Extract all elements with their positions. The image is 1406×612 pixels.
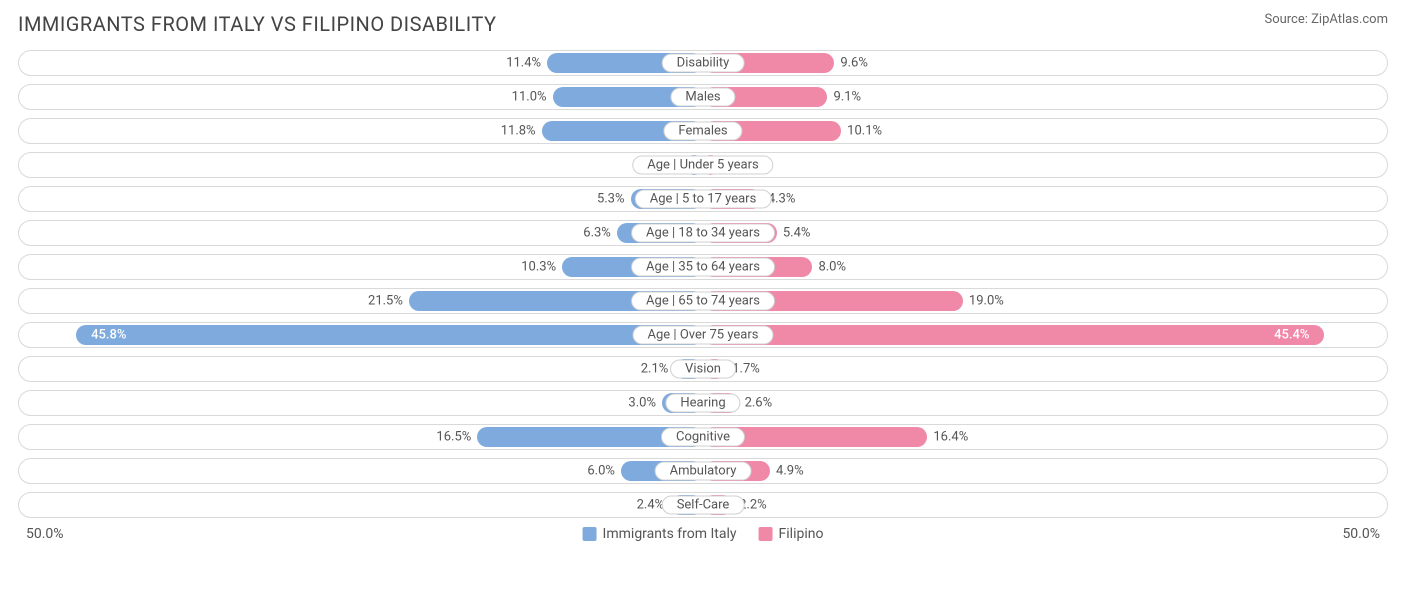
- chart-row: 21.5% 19.0% Age | 65 to 74 years: [18, 288, 1388, 314]
- chart-row: 6.3% 5.4% Age | 18 to 34 years: [18, 220, 1388, 246]
- value-italy: 21.5%: [368, 294, 403, 309]
- chart-row: 45.8% 45.4% Age | Over 75 years: [18, 322, 1388, 348]
- category-label: Cognitive: [661, 428, 745, 447]
- chart-row: 11.0% 9.1% Males: [18, 84, 1388, 110]
- value-filipino: 2.6%: [745, 396, 773, 411]
- value-filipino: 1.7%: [732, 362, 760, 377]
- chart-area: 11.4% 9.6% Disability 11.0% 9.1% Males 11.8% 10…: [0, 42, 1406, 518]
- category-label: Age | Under 5 years: [632, 156, 773, 175]
- value-filipino: 19.0%: [969, 294, 1004, 309]
- legend: Immigrants from Italy Filipino: [583, 526, 824, 542]
- value-italy: 6.0%: [587, 464, 615, 479]
- category-label: Ambulatory: [655, 462, 752, 481]
- chart-row: 2.4%2.2%Self-Care: [18, 492, 1388, 518]
- axis-max-left: 50.0%: [26, 526, 64, 542]
- chart-row: 3.0% 2.6% Hearing: [18, 390, 1388, 416]
- value-italy: 10.3%: [521, 260, 556, 275]
- category-label: Age | 5 to 17 years: [635, 190, 772, 209]
- category-label: Disability: [662, 54, 745, 73]
- chart-row: 10.3% 8.0% Age | 35 to 64 years: [18, 254, 1388, 280]
- value-italy: 11.4%: [506, 56, 541, 71]
- category-label: Age | Over 75 years: [633, 326, 774, 345]
- legend-label-italy: Immigrants from Italy: [603, 526, 737, 542]
- category-label: Self-Care: [662, 496, 745, 515]
- value-italy: 5.3%: [597, 192, 625, 207]
- legend-label-filipino: Filipino: [779, 526, 824, 542]
- value-italy: 3.0%: [628, 396, 656, 411]
- value-filipino: 9.1%: [833, 90, 861, 105]
- value-filipino: 45.4%: [1274, 328, 1309, 343]
- value-filipino: 4.3%: [768, 192, 796, 207]
- category-label: Females: [663, 122, 742, 141]
- legend-item-italy: Immigrants from Italy: [583, 526, 737, 542]
- chart-row: 5.3% 4.3%Age | 5 to 17 years: [18, 186, 1388, 212]
- legend-item-filipino: Filipino: [759, 526, 824, 542]
- source-attribution: Source: ZipAtlas.com: [1264, 12, 1388, 27]
- chart-row: 11.4% 9.6% Disability: [18, 50, 1388, 76]
- axis-max-right: 50.0%: [1342, 526, 1380, 542]
- legend-swatch-filipino: [759, 527, 773, 541]
- category-label: Age | 35 to 64 years: [631, 258, 775, 277]
- value-filipino: 16.4%: [933, 430, 968, 445]
- chart-row: 11.8% 10.1% Females: [18, 118, 1388, 144]
- value-italy: 16.5%: [436, 430, 471, 445]
- bar-filipino: [703, 325, 1324, 345]
- value-filipino: 4.9%: [776, 464, 804, 479]
- category-label: Age | 65 to 74 years: [631, 292, 775, 311]
- chart-title: IMMIGRANTS FROM ITALY VS FILIPINO DISABI…: [18, 12, 496, 36]
- chart-row: 2.1% 1.7%Vision: [18, 356, 1388, 382]
- chart-row: 16.5% 16.4% Cognitive: [18, 424, 1388, 450]
- category-label: Hearing: [665, 394, 740, 413]
- chart-row: 1.3%1.1%Age | Under 5 years: [18, 152, 1388, 178]
- bar-italy: [76, 325, 703, 345]
- value-filipino: 9.6%: [840, 56, 868, 71]
- value-italy: 11.0%: [512, 90, 547, 105]
- value-filipino: 10.1%: [847, 124, 882, 139]
- value-italy: 2.4%: [637, 498, 665, 513]
- category-label: Age | 18 to 34 years: [631, 224, 775, 243]
- category-label: Vision: [670, 360, 736, 379]
- value-filipino: 8.0%: [818, 260, 846, 275]
- legend-swatch-italy: [583, 527, 597, 541]
- value-italy: 45.8%: [91, 328, 126, 343]
- value-filipino: 5.4%: [783, 226, 811, 241]
- chart-row: 6.0% 4.9% Ambulatory: [18, 458, 1388, 484]
- chart-footer: 50.0% Immigrants from Italy Filipino 50.…: [18, 526, 1388, 548]
- value-italy: 11.8%: [501, 124, 536, 139]
- category-label: Males: [670, 88, 735, 107]
- value-italy: 2.1%: [641, 362, 669, 377]
- value-italy: 6.3%: [583, 226, 611, 241]
